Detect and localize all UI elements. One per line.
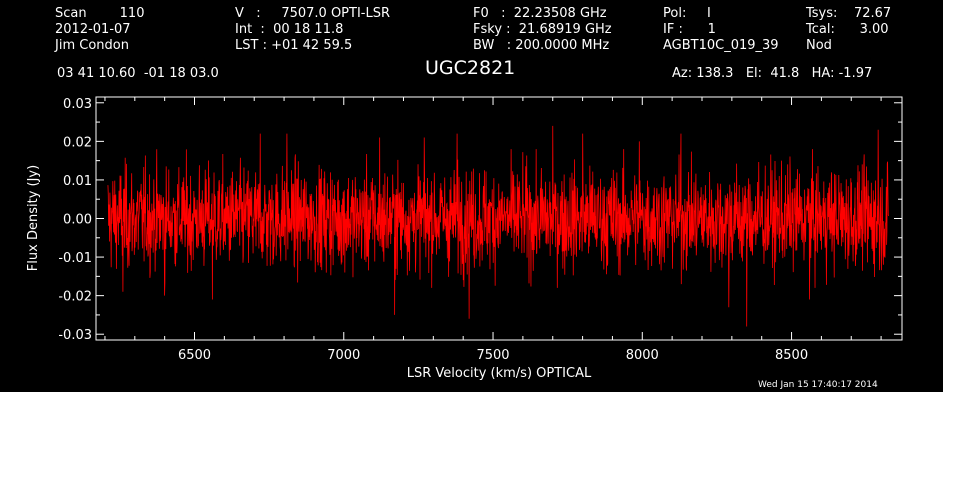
project-id: AGBT10C_019_39 <box>663 38 779 53</box>
observation-date: 2012-01-07 <box>55 22 131 37</box>
observing-mode: Nod <box>806 38 832 53</box>
bandwidth: BW : 200.0000 MHz <box>473 38 610 53</box>
x-axis-label: LSR Velocity (km/s) OPTICAL <box>407 366 592 381</box>
y-axis-label: Flux Density (Jy) <box>26 165 41 271</box>
system-temperature: Tsys: 72.67 <box>806 6 892 21</box>
x-tick-label: 8500 <box>775 348 808 363</box>
rest-frequency: F0 : 22.23508 GHz <box>473 6 607 21</box>
x-tick-label: 8000 <box>626 348 659 363</box>
x-tick-label: 6500 <box>178 348 211 363</box>
if-number: IF : 1 <box>663 22 716 37</box>
integration-time: Int : 00 18 11.8 <box>235 22 344 37</box>
velocity-info: V : 7507.0 OPTI-LSR <box>235 6 391 21</box>
y-tick-label: -0.02 <box>58 290 92 305</box>
y-tick-label: 0.00 <box>63 213 92 228</box>
az-el-ha: Az: 138.3 El: 41.8 HA: -1.97 <box>672 66 873 81</box>
source-coordinates: 03 41 10.60 -01 18 03.0 <box>57 66 219 81</box>
x-tick-label: 7000 <box>327 348 360 363</box>
y-tick-label: 0.02 <box>63 135 92 150</box>
lst-info: LST : +01 42 59.5 <box>235 38 353 53</box>
scan-number: Scan 110 <box>55 6 145 21</box>
y-tick-label: 0.01 <box>63 174 92 189</box>
x-tick-label: 7500 <box>476 348 509 363</box>
polarization: Pol: I <box>663 6 711 21</box>
spectrum-chart: 6500 7000 7500 8000 8500 -0.03 -0.02 -0.01 0.00 0… <box>26 96 903 381</box>
observer-name: Jim Condon <box>55 38 129 53</box>
axis-ticks: 6500 7000 7500 8000 8500 -0.03 -0.02 -0.01 0.00 0… <box>58 97 902 363</box>
y-tick-label: -0.01 <box>58 251 92 266</box>
calibration-temperature: Tcal: 3.00 <box>806 22 889 37</box>
y-tick-label: -0.03 <box>58 328 92 343</box>
plot-timestamp: Wed Jan 15 17:40:17 2014 <box>758 380 878 390</box>
spectrum-line <box>107 125 889 327</box>
sky-frequency: Fsky : 21.68919 GHz <box>473 22 612 37</box>
y-tick-label: 0.03 <box>63 97 92 112</box>
source-title: UGC2821 <box>425 57 516 79</box>
spectrum-trace <box>107 125 889 327</box>
